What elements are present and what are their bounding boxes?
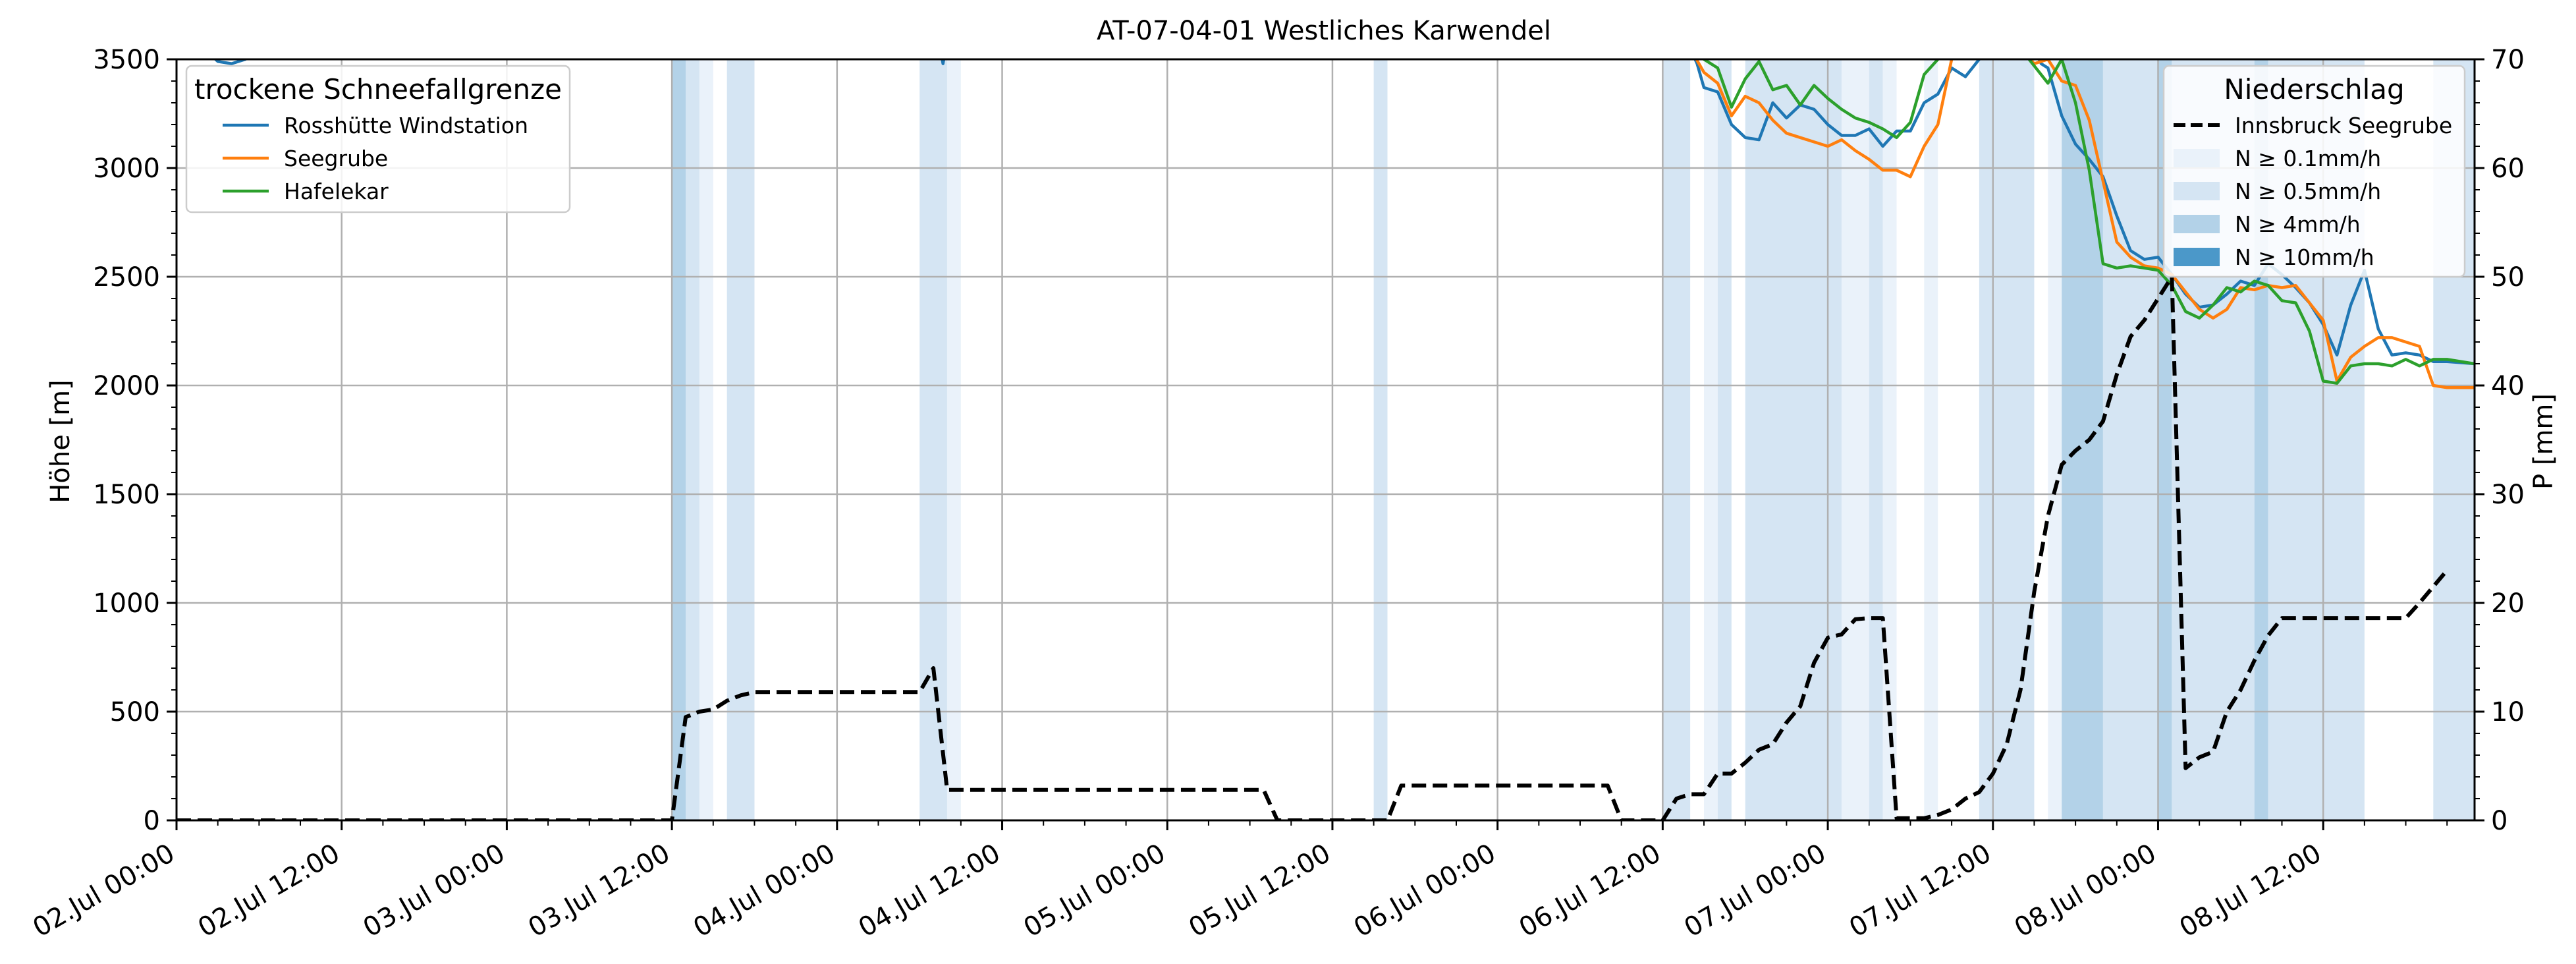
series-line-0-2 xyxy=(1693,59,1981,148)
y-tick-label-1: 500 xyxy=(110,697,160,727)
y-axis-label-left: Höhe [m] xyxy=(45,380,76,503)
precip-band-7 xyxy=(1662,59,1691,820)
precip-band-15 xyxy=(1979,59,2035,820)
precip-band-6 xyxy=(1373,59,1388,820)
precip-band-2 xyxy=(699,59,713,820)
y-right-tick-label-3: 30 xyxy=(2491,480,2525,510)
precip-band-14 xyxy=(1924,59,1938,820)
legend-left-label-0: Rosshütte Windstation xyxy=(284,113,528,138)
legend-right-label-4: N ≥ 10mm/h xyxy=(2235,244,2374,270)
legend-right-swatch-3 xyxy=(2174,215,2220,233)
series-line-2-0 xyxy=(1701,59,1940,140)
precip-band-18 xyxy=(2102,59,2158,820)
series-line-0-3 xyxy=(2037,59,2475,366)
y-axis-label-right: P [mm] xyxy=(2529,393,2559,490)
precip-band-16 xyxy=(2048,59,2062,820)
legend-right-swatch-2 xyxy=(2174,182,2220,200)
precip-band-10 xyxy=(1745,59,1842,820)
chart-title: AT-07-04-01 Westliches Karwendel xyxy=(1097,16,1551,46)
y-tick-label-7: 3500 xyxy=(93,45,160,75)
y-right-tick-label-5: 50 xyxy=(2491,262,2525,293)
y-tick-label-0: 0 xyxy=(144,806,160,836)
precip-band-11 xyxy=(1841,59,1869,820)
y-tick-label-3: 1500 xyxy=(93,480,160,510)
legend-left-label-2: Hafelekar xyxy=(284,179,389,204)
y-right-tick-label-6: 60 xyxy=(2491,154,2525,184)
y-tick-label-6: 3000 xyxy=(93,154,160,184)
legends: trockene Schneefallgrenze Rosshütte Winds… xyxy=(185,65,2466,278)
series-lines xyxy=(177,59,2475,820)
legend-right-label-2: N ≥ 0.5mm/h xyxy=(2235,179,2381,204)
precip-band-1 xyxy=(686,59,699,820)
y-right-tick-label-7: 70 xyxy=(2491,45,2525,75)
legend-right-swatch-1 xyxy=(2174,149,2220,167)
y-tick-label-2: 1000 xyxy=(93,588,160,619)
legend-right-label-1: N ≥ 0.1mm/h xyxy=(2235,146,2381,171)
series-line-2-1 xyxy=(2027,59,2475,385)
legend-right-label-3: N ≥ 4mm/h xyxy=(2235,212,2361,237)
precipitation-bands xyxy=(672,59,2475,820)
legend-right-swatch-4 xyxy=(2174,248,2220,266)
precip-band-0 xyxy=(672,59,686,820)
legend-right-title: Niederschlag xyxy=(2224,73,2404,105)
precip-band-12 xyxy=(1869,59,1883,820)
y-tick-label-5: 2500 xyxy=(93,262,160,293)
grid-lines xyxy=(177,59,2475,820)
precip-band-3 xyxy=(726,59,755,820)
series-line-0-1 xyxy=(941,59,946,65)
legend-right-label-0: Innsbruck Seegrube xyxy=(2235,113,2452,138)
plot-frame xyxy=(175,58,2476,822)
y-right-tick-label-4: 40 xyxy=(2491,371,2525,401)
y-right-tick-label-0: 0 xyxy=(2491,806,2507,836)
legend-left-title: trockene Schneefallgrenze xyxy=(194,73,562,105)
precip-band-9 xyxy=(1717,59,1732,820)
precip-band-17 xyxy=(2062,59,2103,820)
y-tick-label-4: 2000 xyxy=(93,371,160,401)
series-line-1-1 xyxy=(2028,59,2475,389)
y-right-tick-label-2: 20 xyxy=(2491,588,2525,619)
series-line-0-0 xyxy=(213,59,248,65)
precip-band-5 xyxy=(946,59,961,820)
legend-left-label-1: Seegrube xyxy=(284,146,388,171)
legend-left-box xyxy=(185,65,571,213)
precip-band-8 xyxy=(1704,59,1718,820)
y-right-tick-label-1: 10 xyxy=(2491,697,2525,727)
precip-band-4 xyxy=(919,59,947,820)
series-line-3-0 xyxy=(177,275,2449,820)
series-line-1-0 xyxy=(1695,59,1954,179)
precip-band-13 xyxy=(1882,59,1897,820)
legend-right-box xyxy=(2162,65,2466,278)
